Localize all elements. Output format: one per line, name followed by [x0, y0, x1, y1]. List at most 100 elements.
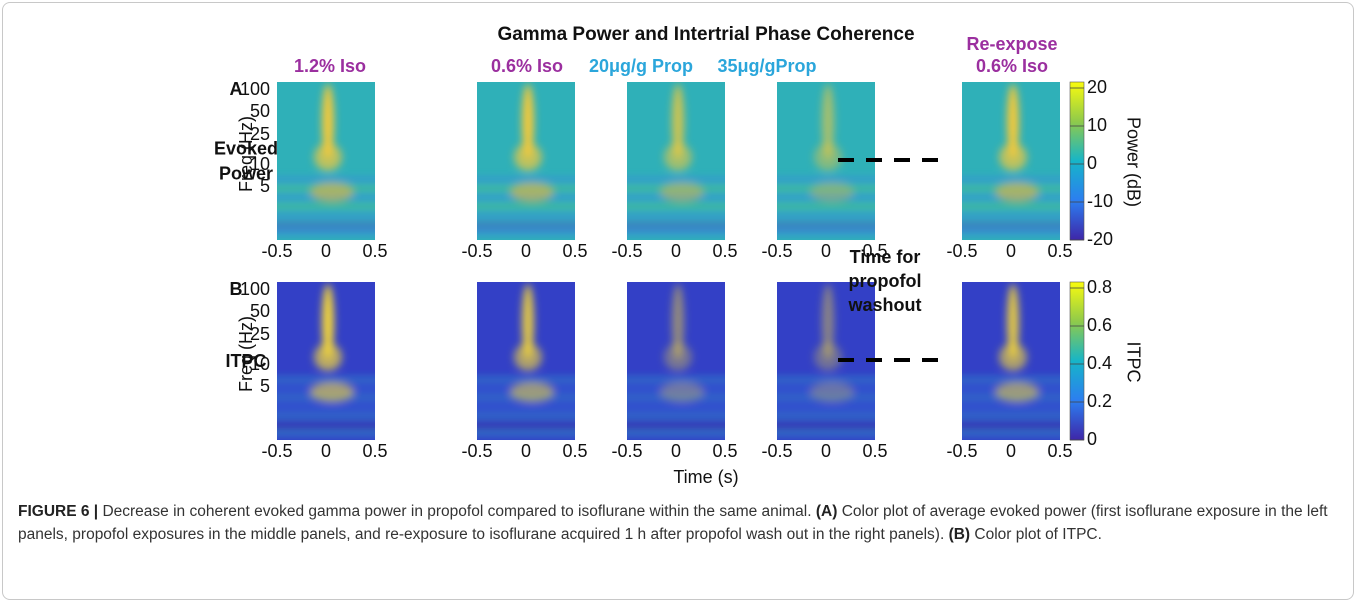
heatmap-band [777, 422, 875, 430]
x-tick-label: 0.5 [1047, 241, 1072, 261]
colorbar-label: ITPC [1123, 341, 1143, 382]
heatmap-band [777, 213, 875, 218]
heatmap-band [777, 377, 875, 382]
colorbar-tick-label: 0 [1087, 429, 1097, 449]
heatmap-band [477, 222, 575, 230]
x-tick-label: 0 [821, 441, 831, 461]
colorbar-tick-label: 0.4 [1087, 353, 1112, 373]
heatmap-plume [514, 343, 542, 371]
heatmap-band [277, 422, 375, 430]
row-label: Evoked [214, 138, 278, 158]
y-tick-label: 50 [250, 301, 270, 321]
heatmap-band [477, 413, 575, 418]
heatmap-band [627, 413, 725, 418]
heatmap-band [962, 422, 1060, 430]
x-tick-label: 0 [521, 241, 531, 261]
heatmap-plume [999, 143, 1027, 171]
row-letter: A [230, 79, 243, 99]
y-tick-label: 25 [250, 124, 270, 144]
heatmap-texture [627, 284, 725, 436]
heatmap-band [962, 177, 1060, 182]
heatmap-band [627, 404, 725, 409]
y-tick-label: 25 [250, 324, 270, 344]
x-tick-label: 0.5 [862, 241, 887, 261]
column-label: Re-expose [966, 34, 1057, 54]
heatmap-band [277, 177, 375, 182]
caption-label: (A) [815, 503, 838, 520]
heatmap-band [777, 177, 875, 182]
heatmap-band [777, 431, 875, 436]
heatmap [777, 282, 875, 440]
column-label: 35μg/gProp [717, 56, 816, 76]
x-tick-label: -0.5 [261, 241, 292, 261]
heatmap-plume [810, 182, 854, 202]
heatmap-texture [277, 284, 375, 436]
caption-text: Color plot of ITPC. [974, 526, 1102, 543]
row-letter: B [230, 279, 243, 299]
heatmap-texture [627, 84, 725, 236]
column-label: 1.2% Iso [294, 56, 366, 76]
x-tick-label: 0.5 [712, 241, 737, 261]
heatmap [477, 282, 575, 440]
colorbar-label: Power (dB) [1123, 117, 1143, 207]
heatmap-plume [822, 84, 834, 160]
heatmap-band [777, 231, 875, 236]
heatmap-band [277, 404, 375, 409]
x-tick-label: 0.5 [362, 441, 387, 461]
y-tick-label: 100 [240, 79, 270, 99]
heatmap-texture [477, 84, 575, 236]
x-tick-label: -0.5 [761, 241, 792, 261]
heatmap-band [777, 404, 875, 409]
x-axis-label: Time (s) [673, 467, 738, 487]
heatmap-band [962, 204, 1060, 209]
x-tick-label: 0 [321, 241, 331, 261]
heatmap-band [962, 213, 1060, 218]
heatmap-band [627, 222, 725, 230]
heatmap [627, 282, 725, 440]
heatmap-band [477, 204, 575, 209]
heatmap-texture [477, 284, 575, 436]
heatmap-band [627, 431, 725, 436]
colorbar-tick-label: 20 [1087, 77, 1107, 97]
x-tick-label: -0.5 [946, 241, 977, 261]
x-tick-label: 0.5 [362, 241, 387, 261]
heatmap-body [277, 282, 375, 440]
heatmap-band [277, 204, 375, 209]
heatmap-band [962, 222, 1060, 230]
heatmap-band [962, 431, 1060, 436]
heatmap-plume [514, 143, 542, 171]
heatmap [277, 82, 375, 240]
heatmap-band [477, 422, 575, 430]
x-tick-label: 0 [521, 441, 531, 461]
heatmap-band [277, 377, 375, 382]
heatmap-band [627, 204, 725, 209]
heatmap [962, 282, 1060, 440]
gap-note: propofol [849, 271, 922, 291]
heatmap-plume [672, 284, 684, 360]
heatmap-band [477, 213, 575, 218]
heatmap-plume [522, 284, 534, 360]
heatmap-plume [322, 84, 334, 160]
heatmap-band [777, 222, 875, 230]
y-tick-label: 10 [250, 354, 270, 374]
heatmap-texture [962, 284, 1060, 436]
heatmap [477, 82, 575, 240]
heatmap-band [962, 413, 1060, 418]
heatmap-band [627, 231, 725, 236]
x-tick-label: 0.5 [562, 241, 587, 261]
heatmap-band [277, 213, 375, 218]
heatmap-plume [1007, 284, 1019, 360]
heatmap-plume [310, 182, 354, 202]
x-tick-label: 0.5 [1047, 441, 1072, 461]
x-tick-label: 0.5 [562, 441, 587, 461]
column-label: 0.6% Iso [491, 56, 563, 76]
x-tick-label: -0.5 [946, 441, 977, 461]
heatmap-band [627, 422, 725, 430]
x-tick-label: 0.5 [862, 441, 887, 461]
heatmap-body [477, 82, 575, 240]
figure-title: Gamma Power and Intertrial Phase Coheren… [497, 24, 914, 45]
x-tick-label: -0.5 [461, 241, 492, 261]
heatmap-plume [664, 343, 692, 371]
heatmap-plume [1007, 84, 1019, 160]
heatmap-plume [814, 343, 842, 371]
